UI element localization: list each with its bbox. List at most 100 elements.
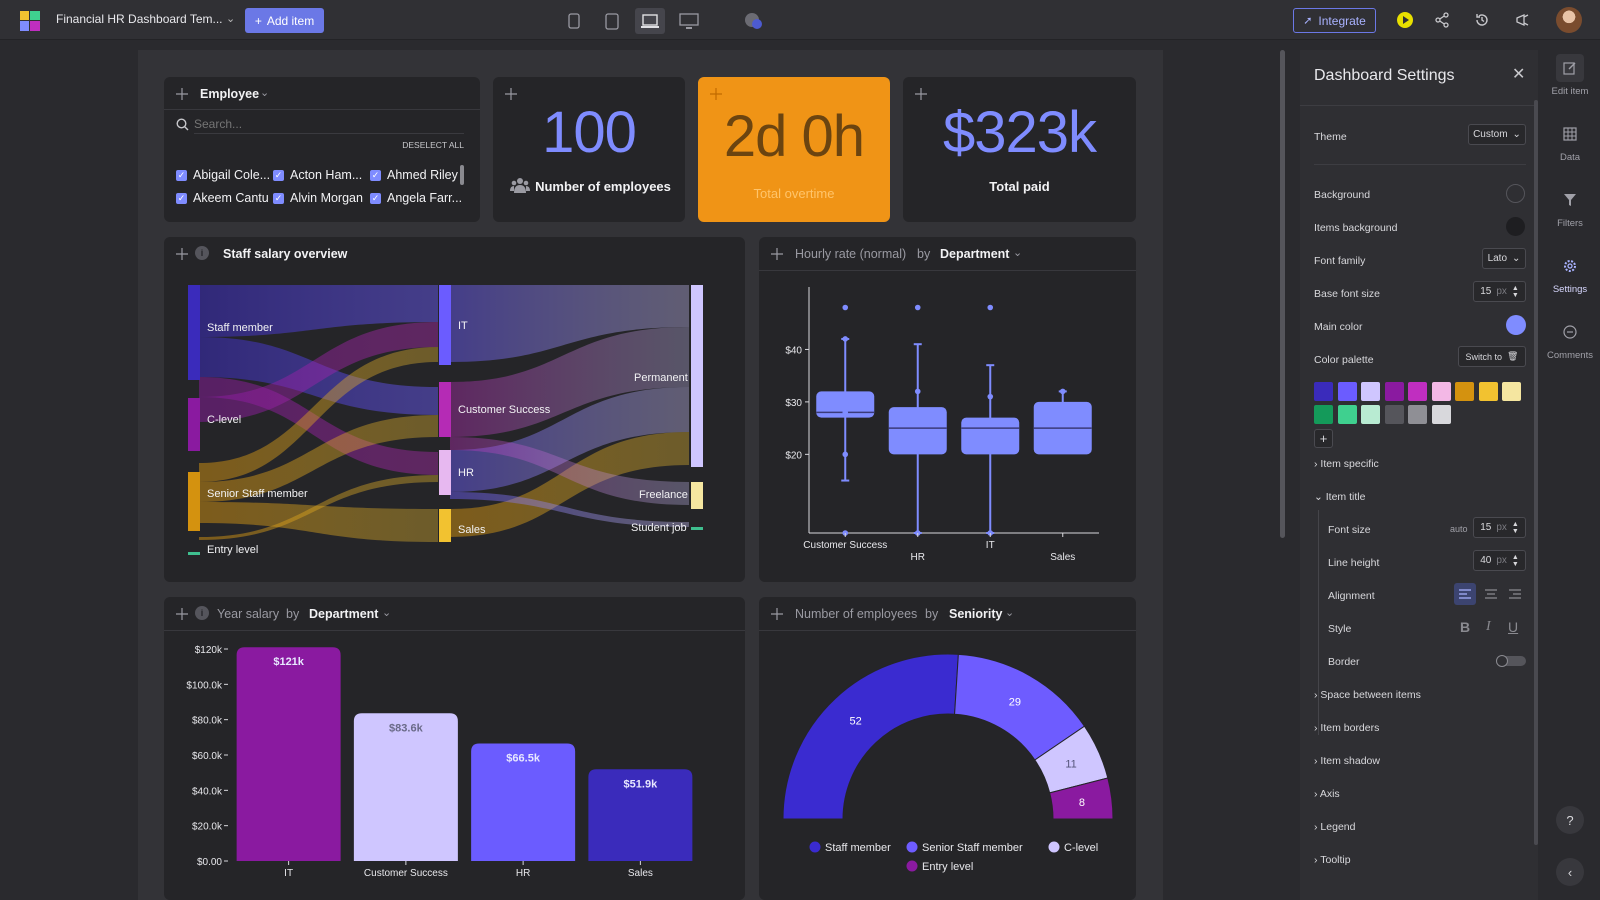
box-outlier-point[interactable] (914, 304, 921, 311)
sankey-node-sales[interactable] (439, 509, 451, 542)
legend-section[interactable]: › Legend (1314, 821, 1355, 833)
canvas-scrollbar[interactable] (1280, 50, 1285, 538)
chevron-down-icon[interactable]: ⌄ (1005, 607, 1015, 619)
item-specific-section[interactable]: › Item specific (1314, 458, 1379, 470)
chevron-down-icon[interactable]: ⌄ (1013, 247, 1023, 259)
sankey-flow[interactable] (199, 285, 438, 337)
settings-button[interactable]: Settings (1540, 252, 1600, 295)
sankey-node-hr[interactable] (439, 450, 451, 495)
palette-color-swatch[interactable] (1337, 382, 1357, 401)
font-size-auto[interactable]: auto (1450, 524, 1468, 534)
move-handle-icon[interactable] (915, 88, 927, 100)
items-background-color-swatch[interactable] (1506, 217, 1525, 236)
sankey-title[interactable]: Staff salary overview (223, 247, 348, 261)
axis-section[interactable]: › Axis (1314, 788, 1340, 800)
sankey-flow[interactable] (450, 285, 689, 362)
legend-label[interactable]: Staff member (825, 842, 891, 854)
item-borders-section[interactable]: › Item borders (1314, 722, 1379, 734)
item-title-section[interactable]: ⌄ Item title (1314, 491, 1365, 503)
filters-button[interactable]: Filters (1540, 186, 1600, 229)
base-font-size-input[interactable]: 15 px ▲ ▼ (1473, 281, 1526, 302)
sankey-node-student-job[interactable] (691, 527, 703, 530)
sankey-flow[interactable] (199, 347, 438, 482)
desktop-view-icon[interactable] (674, 8, 704, 34)
employee-checkbox[interactable]: ✓ Acton Ham... (273, 168, 362, 182)
salary-dimension[interactable]: Department (309, 607, 379, 621)
italic-icon[interactable]: I (1486, 619, 1491, 634)
palette-color-swatch[interactable] (1314, 382, 1333, 401)
phone-view-icon[interactable] (559, 8, 589, 34)
deselect-all-button[interactable]: DESELECT ALL (402, 140, 464, 150)
sankey-flow[interactable] (199, 322, 438, 422)
box-outlier-point[interactable] (842, 304, 849, 311)
list-scrollbar[interactable] (460, 165, 464, 185)
chevron-down-icon[interactable]: ⌄ (382, 607, 392, 619)
search-input[interactable] (194, 114, 464, 134)
palette-color-swatch[interactable] (1431, 382, 1451, 401)
stepper-icon[interactable]: ▲ ▼ (1511, 284, 1519, 299)
box-outlier-point[interactable] (1059, 388, 1066, 395)
palette-color-swatch[interactable] (1384, 382, 1404, 401)
employee-checkbox[interactable]: ✓ Akeem Cantu (176, 191, 269, 205)
palette-color-swatch[interactable] (1384, 405, 1404, 424)
legend-label[interactable]: Senior Staff member (922, 842, 1023, 854)
sankey-flow[interactable] (450, 437, 689, 505)
history-icon[interactable] (1472, 10, 1492, 30)
chevron-down-icon[interactable]: ⌄ (260, 87, 270, 99)
sankey-node-senior-staff-member[interactable] (188, 472, 200, 531)
employee-checkbox[interactable]: ✓ Ahmed Riley (370, 168, 458, 182)
legend-label[interactable]: Entry level (922, 861, 973, 873)
palette-color-swatch[interactable] (1478, 382, 1498, 401)
donut-slice[interactable] (782, 653, 959, 820)
tablet-view-icon[interactable] (597, 8, 627, 34)
user-avatar[interactable] (1556, 7, 1582, 33)
box-body[interactable] (888, 407, 947, 455)
sankey-node-it[interactable] (439, 285, 451, 365)
tooltip-section[interactable]: › Tooltip (1314, 854, 1351, 866)
info-icon[interactable]: i (195, 606, 209, 620)
sankey-node-customer-success[interactable] (439, 382, 451, 437)
bar[interactable] (353, 713, 458, 861)
box-outlier-point[interactable] (842, 409, 849, 416)
employee-checkbox[interactable]: ✓ Alvin Morgan (273, 191, 363, 205)
sankey-flow[interactable] (450, 492, 689, 527)
sankey-flow[interactable] (199, 502, 438, 542)
laptop-view-icon[interactable] (635, 8, 665, 34)
box-body[interactable] (961, 417, 1020, 455)
app-logo-icon[interactable] (20, 11, 40, 31)
boxplot-dimension[interactable]: Department (940, 247, 1010, 261)
bar[interactable] (471, 743, 576, 861)
switch-palette-button[interactable]: Switch to 🗑 (1458, 346, 1526, 367)
legend-swatch[interactable] (906, 860, 918, 872)
megaphone-icon[interactable] (1513, 10, 1533, 30)
box-outlier-point[interactable] (987, 304, 994, 311)
item-shadow-section[interactable]: › Item shadow (1314, 755, 1380, 767)
add-item-button[interactable]: + Add item (245, 8, 324, 33)
info-icon[interactable]: i (195, 246, 209, 260)
close-icon[interactable]: ✕ (1512, 66, 1526, 83)
sankey-node-c-level[interactable] (188, 398, 200, 451)
employee-checkbox[interactable]: ✓ Abigail Cole... (176, 168, 270, 182)
palette-color-swatch[interactable] (1408, 405, 1427, 424)
box-outlier-point[interactable] (842, 451, 849, 458)
main-color-swatch[interactable] (1506, 315, 1526, 335)
panel-scrollbar[interactable] (1534, 100, 1538, 845)
border-toggle[interactable] (1496, 655, 1526, 667)
comments-button[interactable]: Comments (1540, 318, 1600, 361)
palette-color-swatch[interactable] (1408, 382, 1427, 401)
seniority-dimension[interactable]: Seniority (949, 607, 1003, 621)
palette-color-swatch[interactable] (1502, 382, 1521, 401)
sankey-flow[interactable] (450, 432, 689, 537)
move-handle-icon[interactable] (771, 248, 783, 260)
space-between-items-section[interactable]: › Space between items (1314, 689, 1421, 701)
sankey-flow[interactable] (450, 327, 689, 437)
palette-color-swatch[interactable] (1361, 405, 1380, 424)
legend-swatch[interactable] (809, 841, 821, 853)
sankey-flow[interactable] (199, 475, 438, 540)
move-handle-icon[interactable] (176, 248, 188, 260)
sankey-node-staff-member[interactable] (188, 285, 200, 380)
bold-icon[interactable]: B (1460, 619, 1471, 635)
align-right-icon[interactable] (1504, 583, 1526, 605)
palette-color-swatch[interactable] (1314, 405, 1333, 424)
integrate-button[interactable]: ➚ Integrate (1293, 8, 1376, 33)
